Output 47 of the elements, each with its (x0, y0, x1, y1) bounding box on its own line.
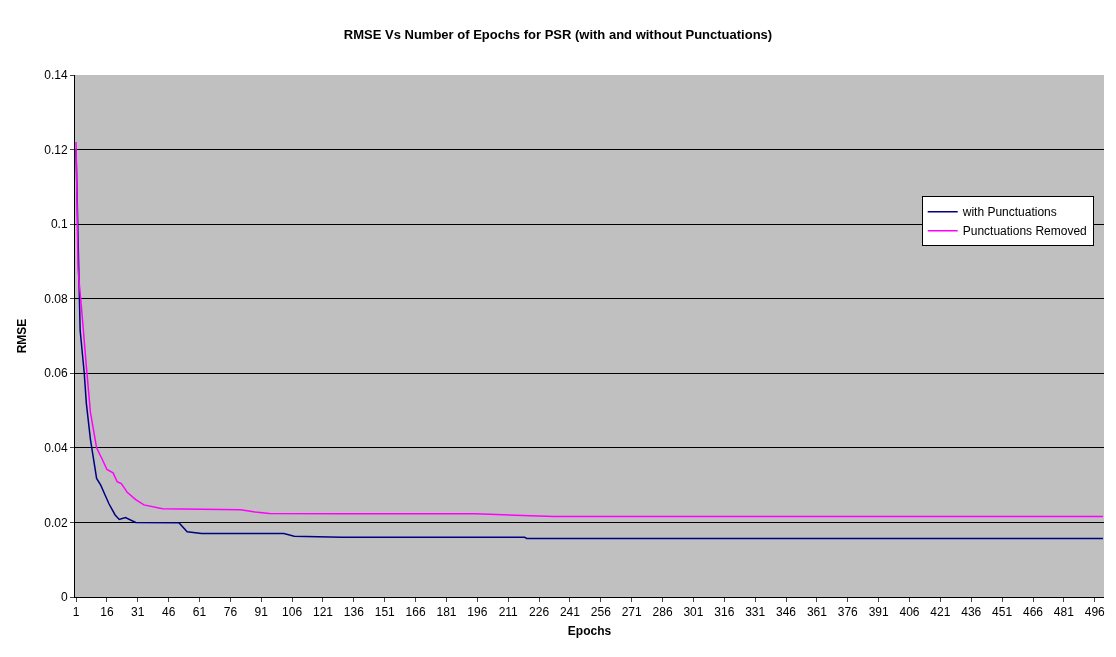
x-tick-label: 361 (806, 605, 828, 620)
x-tick-label: 226 (529, 605, 550, 620)
x-tick-label: 466 (1022, 605, 1044, 620)
legend-label: Punctuations Removed (962, 224, 1087, 239)
legend-label: with Punctuations (961, 205, 1057, 220)
x-tick-label: 436 (961, 605, 982, 620)
x-tick-label: 451 (992, 605, 1013, 620)
y-tick-label: 0.14 (44, 68, 68, 83)
x-tick-label: 1 (72, 605, 80, 620)
y-tick-label: 0.04 (44, 441, 68, 456)
x-tick-label: 166 (405, 605, 426, 620)
x-tick-label: 241 (559, 605, 581, 620)
x-tick-label: 301 (683, 605, 704, 620)
x-tick-label: 271 (621, 605, 643, 620)
x-tick-label: 211 (498, 605, 519, 620)
x-tick-label: 496 (1084, 605, 1106, 620)
x-tick-label: 106 (282, 605, 303, 620)
x-tick-label: 136 (343, 605, 365, 620)
y-axis-title: RMSE (14, 318, 29, 354)
x-tick-label: 76 (223, 605, 238, 620)
chart-title: RMSE Vs Number of Epochs for PSR (with and without Punctuations) (343, 26, 773, 42)
y-tick-label: 0.1 (50, 217, 68, 232)
x-tick-label: 196 (467, 605, 488, 620)
y-tick-label: 0.08 (44, 291, 68, 306)
x-tick-label: 421 (930, 605, 951, 620)
x-tick-label: 46 (161, 605, 176, 620)
x-tick-label: 61 (192, 605, 207, 620)
x-axis-title: Epochs (567, 624, 612, 639)
y-tick-label: 0.02 (44, 515, 68, 530)
x-tick-label: 376 (837, 605, 859, 620)
x-tick-label: 256 (590, 605, 612, 620)
x-tick-label: 391 (868, 605, 889, 620)
x-tick-label: 481 (1053, 605, 1075, 620)
x-tick-label: 16 (100, 605, 114, 620)
x-tick-label: 91 (254, 605, 269, 620)
x-tick-label: 31 (131, 605, 145, 620)
x-tick-label: 181 (436, 605, 457, 620)
x-tick-label: 346 (776, 605, 797, 620)
y-tick-label: 0.12 (44, 142, 68, 157)
x-tick-label: 331 (745, 605, 766, 620)
y-tick-label: 0 (60, 590, 68, 605)
x-tick-label: 286 (652, 605, 673, 620)
x-tick-label: 406 (899, 605, 920, 620)
x-tick-label: 121 (312, 605, 334, 620)
x-tick-label: 151 (374, 605, 396, 620)
y-tick-label: 0.06 (44, 366, 68, 381)
x-tick-label: 316 (714, 605, 735, 620)
